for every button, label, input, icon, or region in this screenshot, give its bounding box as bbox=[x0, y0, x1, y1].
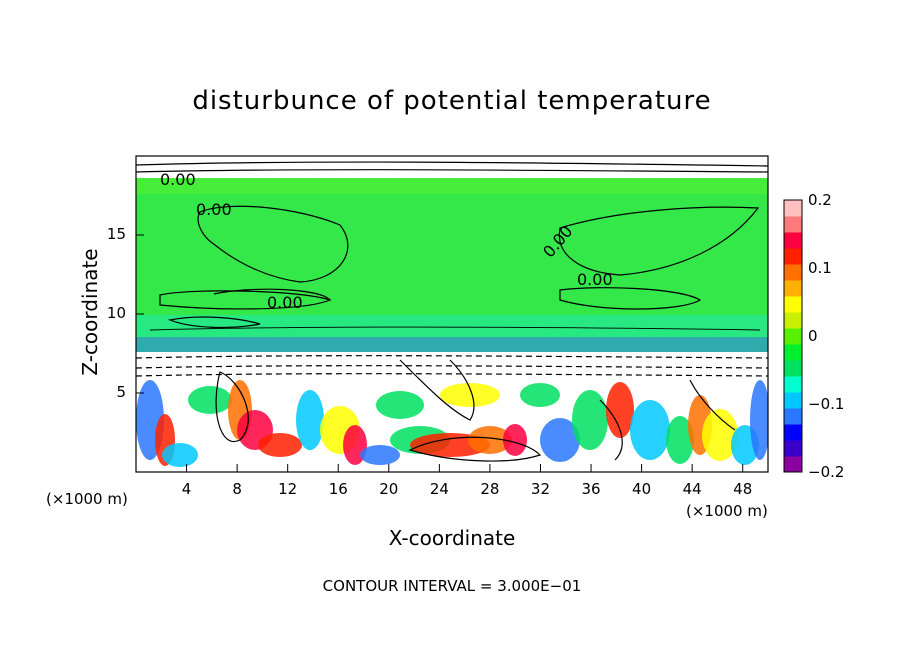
x-tick-label: 16 bbox=[328, 480, 348, 498]
field-band-cyan bbox=[136, 315, 768, 337]
colorbar bbox=[784, 200, 802, 473]
turbulence-blob bbox=[468, 426, 512, 454]
turbulence-blob bbox=[606, 382, 634, 438]
y-tick-label: 10 bbox=[106, 304, 126, 322]
x-tick-label: 48 bbox=[733, 480, 753, 498]
colorbar-tick-label: 0.1 bbox=[808, 259, 832, 277]
y-tick-label: 15 bbox=[106, 225, 126, 243]
turbulence-blob bbox=[258, 433, 302, 457]
turbulence-blob bbox=[162, 443, 198, 467]
colorbar-swatch bbox=[784, 264, 802, 281]
turbulence-blob bbox=[440, 383, 500, 407]
colorbar-swatch bbox=[784, 232, 802, 249]
x-tick-label: 28 bbox=[480, 480, 500, 498]
colorbar-swatch bbox=[784, 296, 802, 313]
contour-label: 0.00 bbox=[196, 200, 232, 219]
colorbar-swatch bbox=[784, 216, 802, 233]
turbulence-blob bbox=[540, 418, 580, 462]
x-tick-label: 4 bbox=[181, 480, 192, 498]
turbulence-blob bbox=[503, 424, 527, 456]
colorbar-swatch bbox=[784, 456, 802, 473]
x-tick-label: 44 bbox=[682, 480, 702, 498]
colorbar-swatch bbox=[784, 408, 802, 425]
colorbar-swatch bbox=[784, 200, 802, 217]
x-tick-label: 24 bbox=[429, 480, 449, 498]
turbulence-blob bbox=[360, 445, 400, 465]
x-tick-marks bbox=[186, 464, 744, 472]
colorbar-swatch bbox=[784, 424, 802, 441]
contour-lines bbox=[136, 161, 768, 462]
field-top-strip bbox=[136, 156, 768, 178]
colorbar-tick-label: 0.2 bbox=[808, 191, 832, 209]
colorbar-swatch bbox=[784, 360, 802, 377]
y-tick-marks bbox=[136, 234, 144, 394]
turbulence-blob bbox=[376, 391, 424, 419]
x-axis-units: (×1000 m) bbox=[686, 502, 768, 520]
colorbar-swatch bbox=[784, 312, 802, 329]
field-white-layer bbox=[136, 352, 768, 382]
turbulence-blob bbox=[702, 409, 738, 461]
colorbar-tick-label: −0.2 bbox=[808, 463, 845, 481]
field-band-blue bbox=[136, 337, 768, 352]
contour-label: 0.00 bbox=[160, 170, 196, 189]
x-axis-label: X-coordinate bbox=[388, 526, 516, 550]
colorbar-swatch bbox=[784, 392, 802, 409]
x-tick-label: 20 bbox=[379, 480, 399, 498]
colorbar-swatch bbox=[784, 248, 802, 265]
x-tick-label: 40 bbox=[632, 480, 652, 498]
y-tick-label: 5 bbox=[116, 383, 126, 401]
colorbar-swatch bbox=[784, 376, 802, 393]
chart-title: disturbunce of potential temperature bbox=[192, 86, 712, 116]
turbulence-blob bbox=[666, 416, 694, 464]
colorbar-tick-label: 0 bbox=[808, 327, 818, 345]
colorbar-swatch bbox=[784, 440, 802, 457]
turbulence-blob bbox=[750, 380, 768, 460]
turbulence-blob bbox=[630, 400, 670, 460]
colorbar-tick-label: −0.1 bbox=[808, 395, 845, 413]
x-tick-label: 32 bbox=[530, 480, 551, 498]
turbulence-blob bbox=[572, 390, 608, 450]
turbulence-blob bbox=[520, 383, 560, 407]
x-tick-label: 8 bbox=[232, 480, 242, 498]
y-axis-units: (×1000 m) bbox=[46, 490, 128, 508]
colorbar-frame bbox=[783, 199, 803, 473]
colorbar-swatch bbox=[784, 280, 802, 297]
x-tick-label: 12 bbox=[278, 480, 298, 498]
field-band-top bbox=[136, 178, 768, 194]
x-tick-label: 36 bbox=[581, 480, 601, 498]
colorbar-swatch bbox=[784, 328, 802, 345]
contour-label: 0.00 bbox=[577, 270, 613, 289]
colorbar-swatch bbox=[784, 344, 802, 361]
turbulence-blob bbox=[188, 386, 232, 414]
turbulence-blob bbox=[296, 390, 324, 450]
contour-label: 0.00 bbox=[267, 293, 303, 312]
contour-interval-note: CONTOUR INTERVAL = 3.000E−01 bbox=[322, 577, 582, 595]
turbulence-blobs bbox=[136, 380, 768, 467]
